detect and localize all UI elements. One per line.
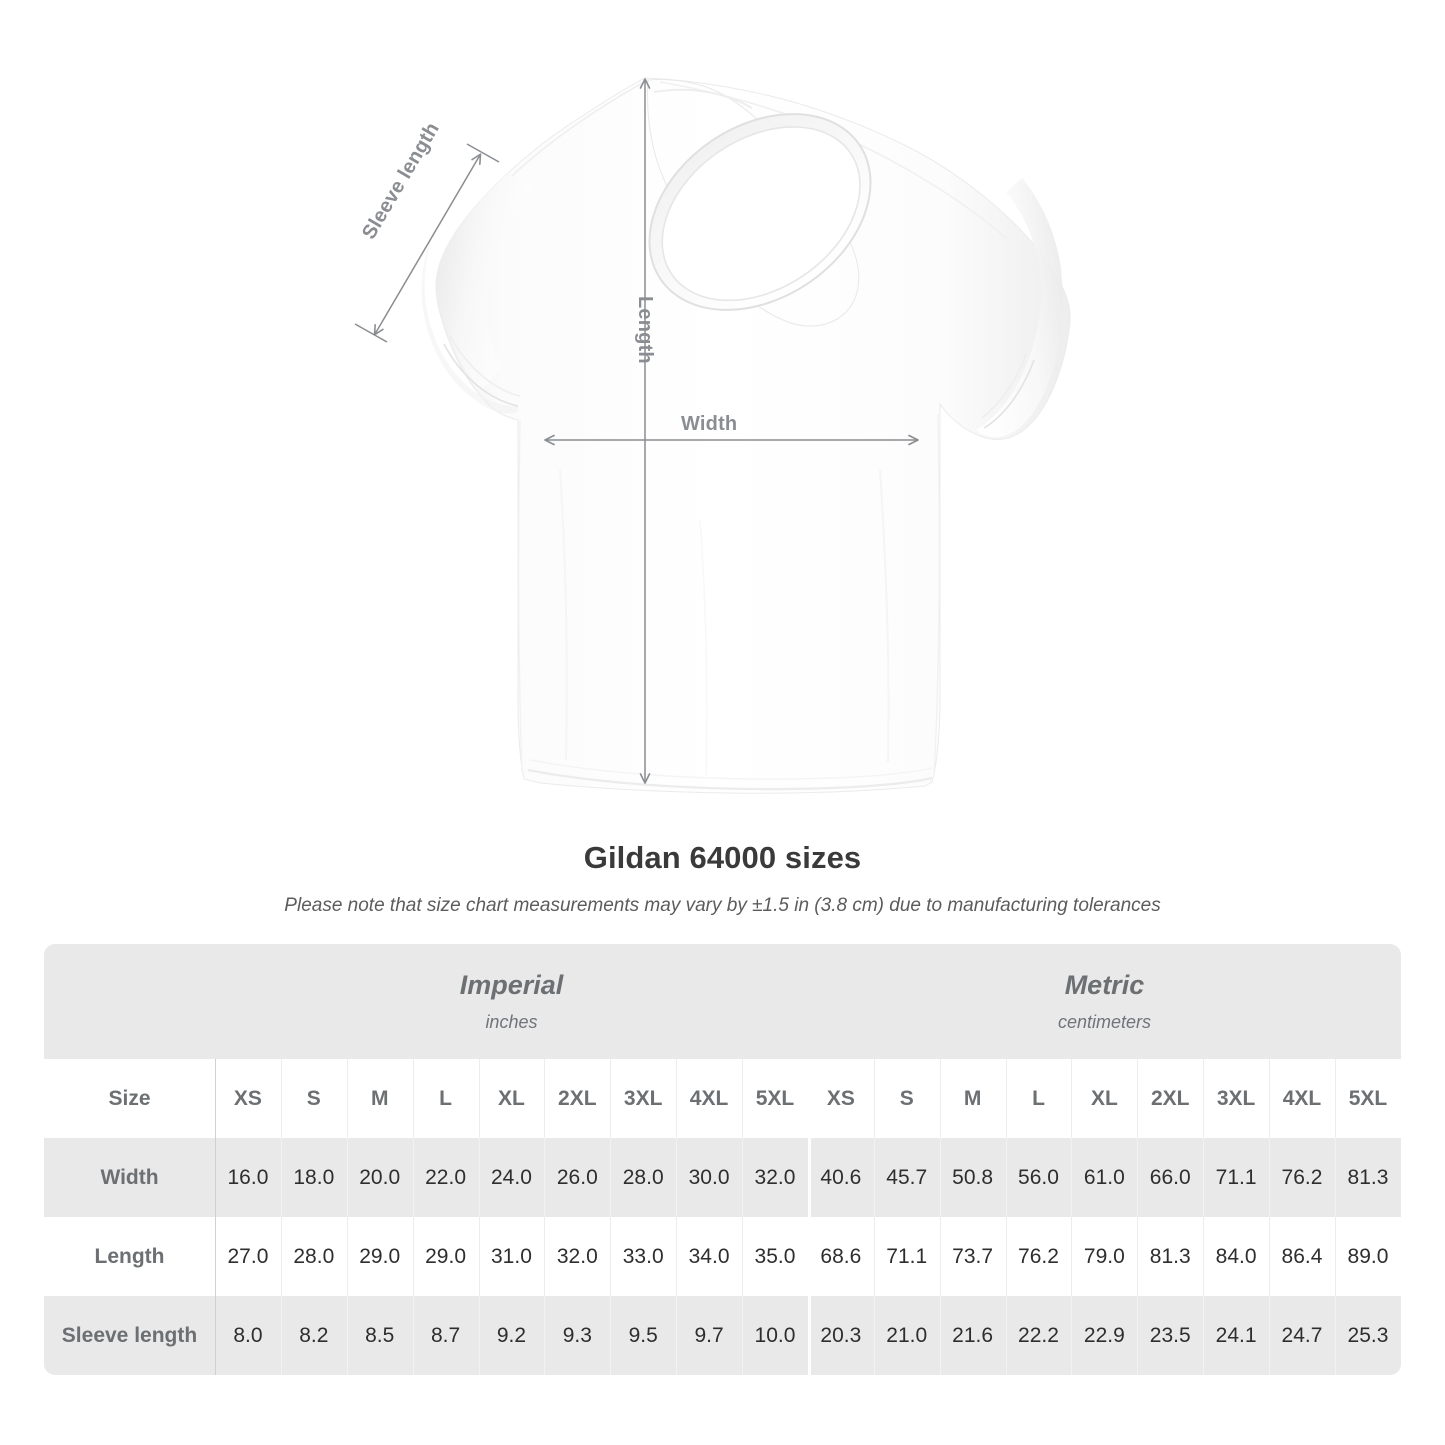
- column-header-metric-5xl: 5XL: [1334, 1059, 1401, 1138]
- cell-width-metric-xl: 61.0: [1071, 1138, 1138, 1217]
- column-header-metric-3xl: 3XL: [1203, 1059, 1270, 1138]
- table-row: Sleeve length 8.0 8.2 8.5 8.7 9.2 9.3 9.5 9.7 10.…: [44, 1296, 1401, 1375]
- shirt-silhouette: [421, 77, 1071, 794]
- cell-sleeve-length-metric-4xl: 24.7: [1269, 1296, 1335, 1375]
- table-row: Width 16.0 18.0 20.0 22.0 24.0 26.0 28.0 30.0 32.…: [44, 1138, 1401, 1217]
- cell-sleeve-length-metric-3xl: 24.1: [1203, 1296, 1270, 1375]
- cell-width-imperial-s: 18.0: [280, 1138, 347, 1217]
- column-header-metric-m: M: [939, 1059, 1006, 1138]
- table-row: Length 27.0 28.0 29.0 29.0 31.0 32.0 33.0 34.0 35…: [44, 1217, 1401, 1296]
- title-block: Gildan 64000 sizes Please note that size…: [0, 840, 1445, 917]
- cell-length-metric-xs: 68.6: [807, 1217, 874, 1296]
- column-header-metric-2xl: 2XL: [1137, 1059, 1204, 1138]
- cell-length-imperial-m: 29.0: [346, 1217, 413, 1296]
- cell-width-imperial-4xl: 30.0: [676, 1138, 742, 1217]
- cell-sleeve-length-imperial-m: 8.5: [346, 1296, 413, 1375]
- cell-length-imperial-4xl: 34.0: [676, 1217, 742, 1296]
- metric-unit-header-sub: centimeters: [1057, 1012, 1151, 1032]
- cell-width-imperial-2xl: 26.0: [544, 1138, 611, 1217]
- cell-width-imperial-l: 22.0: [412, 1138, 479, 1217]
- unit-header-row: Imperial inches Metric centimeters: [44, 944, 1401, 1059]
- column-header-imperial-xl: XL: [478, 1059, 545, 1138]
- cell-width-metric-5xl: 81.3: [1334, 1138, 1401, 1217]
- tshirt-illustration: [354, 77, 1071, 794]
- cell-sleeve-length-metric-2xl: 23.5: [1137, 1296, 1204, 1375]
- size-chart-table-wrapper: Imperial inches Metric centimeters Size XS S M L…: [44, 944, 1401, 1375]
- column-header-metric-4xl: 4XL: [1269, 1059, 1335, 1138]
- column-header-imperial-3xl: 3XL: [610, 1059, 677, 1138]
- cell-length-imperial-3xl: 33.0: [610, 1217, 677, 1296]
- column-header-imperial-2xl: 2XL: [544, 1059, 611, 1138]
- cell-length-metric-xl: 79.0: [1071, 1217, 1138, 1296]
- cell-sleeve-length-imperial-xl: 9.2: [478, 1296, 545, 1375]
- cell-width-imperial-5xl: 32.0: [742, 1138, 808, 1217]
- cell-sleeve-length-imperial-s: 8.2: [280, 1296, 347, 1375]
- size-header-row: Size XS S M L XL 2XL 3XL 4XL 5XL XS S M L XL 2XL 3XL 4XL 5…: [44, 1059, 1401, 1138]
- column-header-imperial-xs: XS: [215, 1059, 281, 1138]
- cell-sleeve-length-imperial-l: 8.7: [412, 1296, 479, 1375]
- cell-sleeve-length-imperial-xs: 8.0: [215, 1296, 281, 1375]
- column-header-imperial-5xl: 5XL: [742, 1059, 808, 1138]
- column-header-metric-l: L: [1005, 1059, 1072, 1138]
- cell-length-metric-3xl: 84.0: [1203, 1217, 1270, 1296]
- cell-length-metric-2xl: 81.3: [1137, 1217, 1204, 1296]
- metric-unit-header-name: Metric: [1064, 970, 1145, 1000]
- cell-width-imperial-xs: 16.0: [215, 1138, 281, 1217]
- cell-width-imperial-3xl: 28.0: [610, 1138, 677, 1217]
- cell-sleeve-length-metric-s: 21.0: [873, 1296, 940, 1375]
- cell-length-imperial-l: 29.0: [412, 1217, 479, 1296]
- row-header-size: Size: [44, 1059, 215, 1138]
- cell-width-metric-xs: 40.6: [807, 1138, 874, 1217]
- cell-sleeve-length-metric-m: 21.6: [939, 1296, 1006, 1375]
- cell-length-metric-4xl: 86.4: [1269, 1217, 1335, 1296]
- cell-length-imperial-xs: 27.0: [215, 1217, 281, 1296]
- imperial-unit-header-sub: inches: [485, 1012, 538, 1032]
- cell-sleeve-length-imperial-2xl: 9.3: [544, 1296, 611, 1375]
- cell-width-metric-s: 45.7: [873, 1138, 940, 1217]
- page-title: Gildan 64000 sizes: [583, 840, 862, 875]
- cell-length-imperial-2xl: 32.0: [544, 1217, 611, 1296]
- cell-width-metric-m: 50.8: [939, 1138, 1006, 1217]
- column-header-metric-s: S: [873, 1059, 940, 1138]
- cell-width-imperial-m: 20.0: [346, 1138, 413, 1217]
- tolerance-note: Please note that size chart measurements…: [284, 895, 1161, 916]
- column-header-metric-xl: XL: [1071, 1059, 1138, 1138]
- cell-width-metric-l: 56.0: [1005, 1138, 1072, 1217]
- cell-length-metric-m: 73.7: [939, 1217, 1006, 1296]
- metric-unit-header: Metric centimeters: [807, 944, 1401, 1059]
- cell-width-metric-4xl: 76.2: [1269, 1138, 1335, 1217]
- imperial-unit-header: Imperial inches: [215, 944, 808, 1059]
- cell-sleeve-length-metric-xl: 22.9: [1071, 1296, 1138, 1375]
- cell-sleeve-length-imperial-3xl: 9.5: [610, 1296, 677, 1375]
- cell-sleeve-length-metric-5xl: 25.3: [1334, 1296, 1401, 1375]
- dimension-lines: [354, 78, 919, 784]
- size-chart-table: Imperial inches Metric centimeters Size XS S M L…: [44, 944, 1401, 1375]
- cell-length-imperial-5xl: 35.0: [742, 1217, 808, 1296]
- cell-length-imperial-xl: 31.0: [478, 1217, 545, 1296]
- column-header-imperial-4xl: 4XL: [676, 1059, 742, 1138]
- imperial-unit-header-name: Imperial: [459, 970, 564, 1000]
- cell-width-imperial-xl: 24.0: [478, 1138, 545, 1217]
- row-header-width: Width: [44, 1138, 215, 1217]
- cell-length-imperial-s: 28.0: [280, 1217, 347, 1296]
- tshirt-diagram: Sleeve length Length Width: [354, 77, 1071, 794]
- cell-sleeve-length-metric-l: 22.2: [1005, 1296, 1072, 1375]
- cell-width-metric-2xl: 66.0: [1137, 1138, 1204, 1217]
- column-header-imperial-m: M: [346, 1059, 413, 1138]
- unit-row-spacer: [44, 944, 215, 1059]
- cell-sleeve-length-imperial-4xl: 9.7: [676, 1296, 742, 1375]
- cell-sleeve-length-imperial-5xl: 10.0: [742, 1296, 808, 1375]
- column-header-metric-xs: XS: [807, 1059, 874, 1138]
- cell-length-metric-s: 71.1: [873, 1217, 940, 1296]
- row-header-sleeve-length: Sleeve length: [44, 1296, 215, 1375]
- column-header-imperial-s: S: [280, 1059, 347, 1138]
- column-header-imperial-l: L: [412, 1059, 479, 1138]
- cell-sleeve-length-metric-xs: 20.3: [807, 1296, 874, 1375]
- row-header-length: Length: [44, 1217, 215, 1296]
- cell-length-metric-5xl: 89.0: [1334, 1217, 1401, 1296]
- cell-width-metric-3xl: 71.1: [1203, 1138, 1270, 1217]
- cell-length-metric-l: 76.2: [1005, 1217, 1072, 1296]
